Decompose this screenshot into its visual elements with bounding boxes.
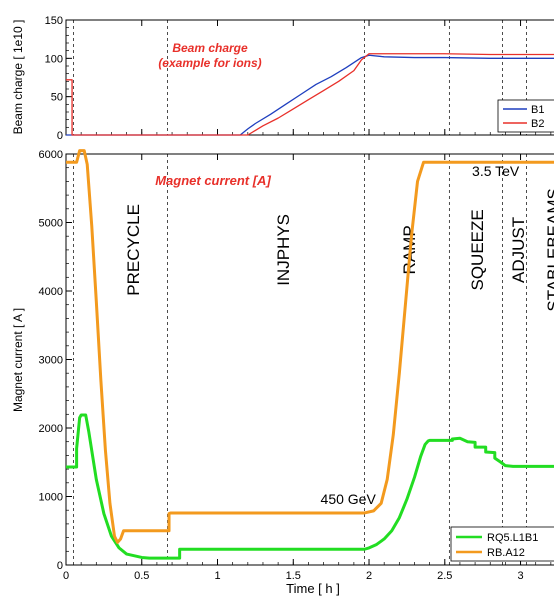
beam-charge-y-tick-label: 50: [51, 92, 63, 104]
time-x-tick-label: 0: [63, 570, 69, 582]
beam-charge-annotation-line2: (example for ions): [158, 56, 261, 70]
magnet-current-y-tick-label: 5000: [39, 218, 63, 230]
phase-label-squeeze: SQUEEZE: [468, 209, 487, 290]
magnet-current-y-axis-label: Magnet current [ A ]: [11, 308, 25, 412]
time-x-tick-label: 3: [517, 570, 523, 582]
value-labels: 3.5 TeV 450 GeV: [321, 163, 520, 507]
beam-charge-plot-frame: [65, 19, 554, 136]
time-x-tick-label: 0.5: [134, 570, 149, 582]
phase-label-stablebeams: STABLEBEAMS: [544, 188, 554, 311]
phase-labels: PRECYCLE INJPHYS RAMP SQUEEZE ADJUST STABLEBE…: [124, 188, 554, 311]
time-x-tick-label: 2: [366, 570, 372, 582]
time-x-tick-label: 1: [214, 570, 220, 582]
magnet-current-y-tick-label: 6000: [39, 149, 63, 161]
beam-charge-series: [66, 53, 554, 136]
beam-charge-legend: B1 B2: [497, 99, 554, 133]
magnet-current-y-tick-label: 2000: [39, 423, 63, 435]
beam-charge-panel: 0 50 100 150 Beam charge [ 1e10 ] Beam char…: [11, 15, 554, 142]
legend-b2-label: B2: [531, 118, 544, 130]
time-x-axis-label: Time [ h ]: [286, 581, 340, 596]
beam-charge-y-tick-label: 100: [45, 53, 63, 65]
magnet-current-y-tick-label: 4000: [39, 286, 63, 298]
phase-label-adjust: ADJUST: [509, 217, 528, 283]
beam-charge-annotation-line1: Beam charge: [172, 41, 248, 55]
magnet-current-y-tick-label: 1000: [39, 492, 63, 504]
magnet-current-legend: RQ5.L1B1 RB.A12: [450, 526, 554, 562]
magnet-current-plot-frame: [65, 153, 554, 566]
magnet-current-series: [66, 149, 554, 560]
magnet-current-y-tick-label: 3000: [39, 355, 63, 367]
series-line-b1: [66, 54, 554, 136]
legend-rb-label: RB.A12: [487, 547, 525, 559]
beam-charge-y-tick-label: 0: [57, 130, 63, 142]
series-line-b2: [66, 53, 554, 136]
magnet-current-axis-ticks: 0 1000 2000 3000 4000 5000 6000 0 0.5 1 1.5 2 2.5 3: [39, 149, 552, 582]
beam-charge-phase-lines: [73, 20, 527, 135]
series-line-rb-a12: [66, 149, 554, 544]
time-x-tick-label: 1.5: [286, 570, 301, 582]
magnet-current-y-tick-label: 0: [57, 560, 63, 572]
beam-charge-legend-box: [497, 99, 554, 133]
value-label: 3.5 TeV: [472, 163, 520, 179]
value-label: 450 GeV: [321, 491, 377, 507]
magnet-current-legend-box: [450, 526, 554, 562]
series-line-rq5-l1b1: [66, 413, 554, 560]
legend-b1-label: B1: [531, 104, 544, 116]
legend-rq5-label: RQ5.L1B1: [487, 532, 538, 544]
magnet-current-annotation: Magnet current [A]: [155, 173, 271, 188]
magnet-current-panel: 0 1000 2000 3000 4000 5000 6000 0 0.5 1 1.5 2 2.5 3 P…: [11, 149, 554, 596]
beam-charge-y-tick-label: 150: [45, 15, 63, 27]
phase-label-injphys: INJPHYS: [274, 214, 293, 286]
phase-label-precycle: PRECYCLE: [124, 204, 143, 296]
time-x-tick-label: 2.5: [437, 570, 452, 582]
magnet-current-phase-lines: [73, 154, 527, 565]
beam-charge-y-axis-label: Beam charge [ 1e10 ]: [11, 20, 25, 135]
